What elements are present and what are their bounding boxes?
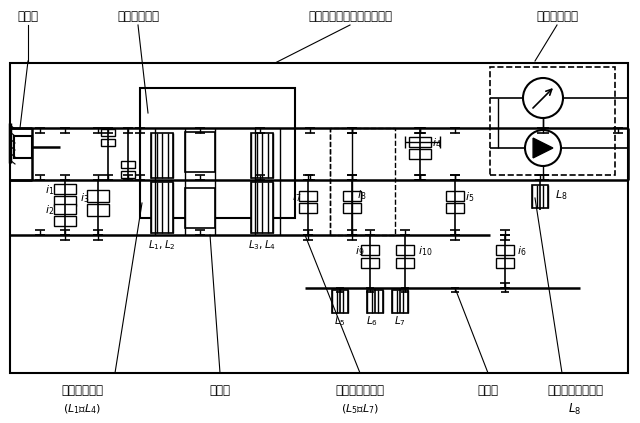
- Text: 换挡机构离合器: 换挡机构离合器: [335, 385, 385, 398]
- Text: $i_{10}$: $i_{10}$: [418, 244, 433, 258]
- Bar: [396, 245, 414, 255]
- Bar: [10, 63, 628, 373]
- Text: $i_1$: $i_1$: [45, 184, 54, 198]
- Bar: [251, 133, 273, 178]
- Bar: [185, 132, 215, 172]
- Text: 发动机: 发动机: [17, 9, 38, 22]
- Bar: [299, 203, 317, 214]
- Text: $L_8$: $L_8$: [555, 188, 568, 202]
- Text: 液压调速系统: 液压调速系统: [536, 9, 578, 22]
- Text: $L_7$: $L_7$: [394, 314, 406, 328]
- Bar: [251, 182, 273, 233]
- Text: $i_9$: $i_9$: [355, 244, 365, 258]
- Bar: [396, 258, 414, 267]
- Text: $i_8$: $i_8$: [357, 189, 367, 202]
- Bar: [367, 290, 383, 313]
- Bar: [87, 190, 109, 203]
- Bar: [446, 192, 464, 201]
- Text: $i_2$: $i_2$: [45, 203, 54, 217]
- Text: $L_5$: $L_5$: [334, 314, 346, 328]
- Text: $i_4$: $i_4$: [432, 136, 442, 150]
- Text: $L_3,L_4$: $L_3,L_4$: [248, 238, 276, 252]
- Text: $(L_5$～$L_7)$: $(L_5$～$L_7)$: [341, 402, 379, 416]
- Text: 输入轴（兼做动力输出轴）: 输入轴（兼做动力输出轴）: [308, 9, 392, 22]
- Bar: [361, 245, 379, 255]
- Bar: [496, 245, 514, 255]
- Text: 输出轴: 输出轴: [477, 385, 499, 398]
- Bar: [490, 67, 615, 175]
- Bar: [54, 204, 76, 214]
- Bar: [392, 290, 408, 313]
- Bar: [299, 192, 317, 201]
- Bar: [409, 137, 431, 147]
- Bar: [330, 128, 395, 235]
- Text: 中间轴: 中间轴: [209, 385, 230, 398]
- Bar: [332, 290, 348, 313]
- Bar: [185, 188, 215, 228]
- Bar: [121, 161, 135, 168]
- Bar: [140, 88, 295, 218]
- Bar: [532, 185, 548, 208]
- Bar: [54, 184, 76, 195]
- Bar: [151, 133, 173, 178]
- Bar: [151, 182, 173, 233]
- Polygon shape: [533, 138, 553, 158]
- Text: 输入端齿轮副: 输入端齿轮副: [117, 9, 159, 22]
- Text: $i_6$: $i_6$: [517, 244, 527, 258]
- Bar: [343, 203, 361, 214]
- Text: $L_8$: $L_8$: [568, 401, 582, 417]
- Text: $L_6$: $L_6$: [366, 314, 378, 328]
- Bar: [446, 203, 464, 214]
- Text: $i_5$: $i_5$: [465, 191, 474, 204]
- Bar: [361, 258, 379, 267]
- Bar: [343, 192, 361, 201]
- Bar: [121, 171, 135, 178]
- Bar: [87, 204, 109, 217]
- Text: 静液压起步离合器: 静液压起步离合器: [547, 385, 603, 398]
- Bar: [101, 129, 115, 136]
- Bar: [14, 136, 32, 158]
- Bar: [496, 258, 514, 267]
- Text: $i_7$: $i_7$: [292, 191, 301, 204]
- Bar: [101, 139, 115, 146]
- Text: $(L_1$～$L_4)$: $(L_1$～$L_4)$: [63, 402, 101, 416]
- Text: $L_1,L_2$: $L_1,L_2$: [148, 238, 176, 252]
- Text: 行星排离合器: 行星排离合器: [61, 385, 103, 398]
- Bar: [54, 197, 76, 206]
- Bar: [409, 149, 431, 159]
- Text: $i_3$: $i_3$: [81, 192, 90, 206]
- Bar: [54, 217, 76, 226]
